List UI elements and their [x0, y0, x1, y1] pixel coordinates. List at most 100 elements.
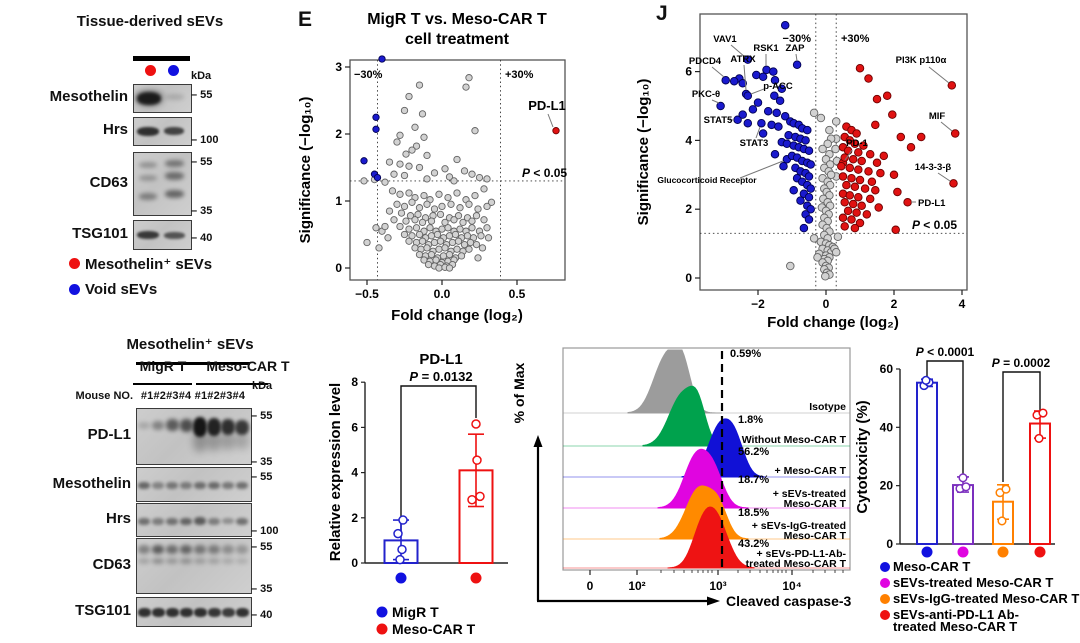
data-point	[780, 112, 790, 121]
data-point	[850, 182, 860, 192]
data-point	[423, 151, 431, 160]
row-label: Without Meso-CAR T	[742, 434, 847, 446]
data-point	[426, 224, 434, 232]
x-tick-label: 0.5	[509, 287, 526, 301]
protein-band	[222, 544, 234, 554]
protein-band	[236, 517, 248, 525]
protein-annotation: PI3K p110α	[896, 55, 947, 66]
mw-marker: – 55	[251, 541, 273, 553]
annotation-line	[750, 88, 765, 95]
data-point	[441, 165, 449, 173]
protein-band	[208, 544, 220, 554]
percent-label: 18.5%	[738, 507, 769, 519]
data-point	[418, 110, 427, 118]
protein-band	[138, 481, 150, 489]
data-point	[450, 216, 458, 224]
data-point	[384, 234, 392, 242]
y-axis-label: Significance (−log₁₀)	[635, 79, 652, 226]
legend-label: Mesothelin⁺ sEVs	[85, 256, 213, 273]
data-point	[390, 170, 398, 178]
replicate-point	[997, 516, 1007, 526]
data-point	[411, 244, 419, 252]
percent-label: 1.8%	[738, 414, 763, 426]
data-point	[855, 63, 865, 73]
protein-label: Mesothelin	[49, 88, 128, 105]
p-value-label: P < 0.0001	[916, 345, 975, 359]
data-point	[412, 224, 421, 232]
group-dot	[470, 572, 482, 584]
data-point	[831, 247, 841, 257]
data-point	[412, 142, 421, 150]
y-tick-label: 6	[351, 420, 358, 434]
protein-band	[221, 607, 235, 617]
blot-strip	[136, 538, 252, 594]
data-point	[867, 177, 877, 186]
arrowhead-right	[707, 596, 720, 606]
blot-strip	[136, 408, 252, 465]
legend-dot	[376, 606, 388, 618]
panel-mesothelin-sevs-blot: Mesothelin⁺ sEVs MigR T Meso-CAR T Mouse NO…	[0, 330, 310, 643]
data-point	[837, 161, 846, 171]
data-point	[427, 217, 436, 225]
data-point	[360, 177, 368, 185]
chart-title: MigR T vs. Meso-CAR T	[367, 11, 547, 28]
data-point	[411, 216, 419, 224]
percent-label: 56.2%	[738, 446, 769, 458]
protein-band	[165, 419, 179, 431]
data-point	[420, 133, 428, 141]
data-point	[453, 245, 461, 253]
points-layer	[360, 55, 386, 182]
percent-label: 18.7%	[738, 474, 769, 486]
data-point	[475, 173, 484, 182]
data-point	[777, 84, 787, 94]
protein-annotation: PD-L1	[918, 198, 946, 209]
group-dot	[957, 546, 969, 558]
group-underline	[196, 383, 268, 385]
data-point	[487, 198, 496, 206]
kda-label: kDa	[191, 70, 212, 82]
legend-dot	[880, 578, 890, 588]
y-axis-label: Relative expression level	[327, 383, 344, 561]
protein-annotation: STAT3	[740, 138, 769, 149]
data-point	[804, 146, 814, 155]
p-value-label: P = 0.0132	[409, 369, 472, 384]
x-tick-label: 4	[959, 297, 966, 311]
percent-label: 0.59%	[730, 348, 761, 360]
group-underline	[133, 383, 192, 385]
annotation-line	[547, 113, 554, 128]
data-point	[396, 222, 404, 231]
points-layer	[716, 20, 815, 233]
data-point	[882, 91, 892, 100]
y-tick-label: 0	[886, 537, 893, 551]
data-point	[460, 167, 469, 175]
mw-marker: – 35	[251, 456, 273, 468]
data-point	[738, 79, 747, 88]
title-underline	[136, 362, 250, 365]
data-point	[453, 155, 461, 164]
panel-pdl1-bar-chart: PD-L1 P = 0.0132 Relative expression level…	[327, 340, 530, 643]
row-label: + Meso-CAR T	[775, 465, 847, 477]
group-dot	[921, 546, 933, 558]
protein-band	[164, 172, 184, 180]
data-point	[780, 20, 790, 30]
replicate-point	[961, 482, 971, 492]
replicate-point	[467, 494, 477, 505]
replicate-point	[1034, 433, 1044, 443]
blot-strip	[136, 503, 252, 537]
data-point	[448, 238, 457, 247]
data-point	[891, 225, 900, 235]
histogram-curve	[627, 349, 722, 414]
protein-label: CD63	[89, 174, 128, 191]
legend-dot	[880, 562, 890, 572]
data-point	[405, 225, 413, 233]
data-point	[847, 173, 856, 183]
replicate-point	[398, 515, 408, 525]
lane-numbers: #1#2#3#4 #1#2#3#4	[140, 390, 246, 402]
p-value-label: P = 0.0002	[992, 356, 1051, 370]
data-point	[478, 244, 487, 252]
y-axis-label: Significance (−log₁₀)	[297, 97, 314, 244]
data-point	[483, 175, 491, 183]
figure-element: P	[916, 345, 925, 359]
protein-band	[207, 431, 221, 451]
data-point	[385, 158, 394, 166]
